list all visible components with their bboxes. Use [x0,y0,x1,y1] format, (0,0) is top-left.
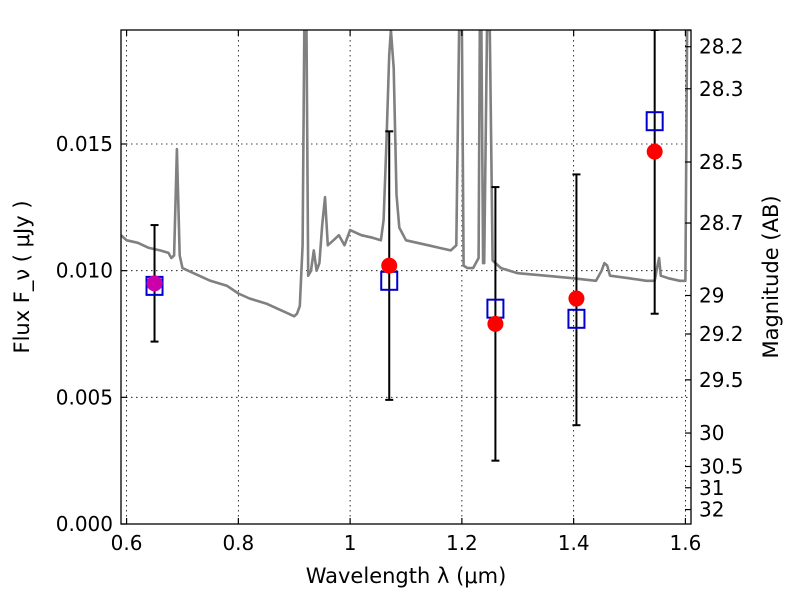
observed-points [146,143,663,332]
plot-frame [120,29,692,525]
observed-point [146,275,163,292]
x-tick-label: 0.6 [111,531,143,555]
observed-point [487,315,504,332]
x-tick-label: 0.8 [222,531,254,555]
y-tick-label: 0.000 [56,512,113,536]
magnitude-tick-label: 30.5 [699,454,744,478]
observed-point [381,257,398,274]
y-tick-label: 0.015 [56,132,113,156]
x-tick-label: 1.6 [670,531,702,555]
magnitude-tick-label: 29.5 [699,368,744,392]
model-square [645,111,664,132]
magnitude-tick-label: 28.3 [699,77,744,101]
model-square [567,308,586,329]
magnitude-tick-label: 28.5 [699,150,744,174]
magnitude-tick-label: 30 [699,421,724,445]
observed-point [646,143,663,160]
x-axis-label: Wavelength λ (μm) [306,564,507,588]
y-tick-label: 0.010 [56,259,113,283]
magnitude-tick-label: 28.7 [699,211,744,235]
y-tick-label: 0.005 [56,385,113,409]
y-axis-label: Flux F_ν ( μJy ) [10,200,35,353]
model-spectrum [121,30,691,318]
magnitude-tick-label: 29.2 [699,322,744,346]
magnitude-tick-label: 29 [699,283,724,307]
magnitude-tick-label: 28.2 [699,35,744,59]
grid-lines [121,30,691,524]
x-tick-label: 1.2 [446,531,478,555]
magnitude-tick-label: 31 [699,476,724,500]
x-tick-label: 1 [344,531,357,555]
magnitude-tick-label: 32 [699,498,724,522]
magnitude-axis-label: Magnitude (AB) [759,195,783,358]
x-tick-label: 1.4 [558,531,590,555]
observed-point [568,290,585,307]
axis-ticks: 0.6 0.8 1 1.2 1.4 1.6 0.000 0.005 0.010 0.015 28.2… [56,30,744,555]
spectrum-line [121,30,691,318]
